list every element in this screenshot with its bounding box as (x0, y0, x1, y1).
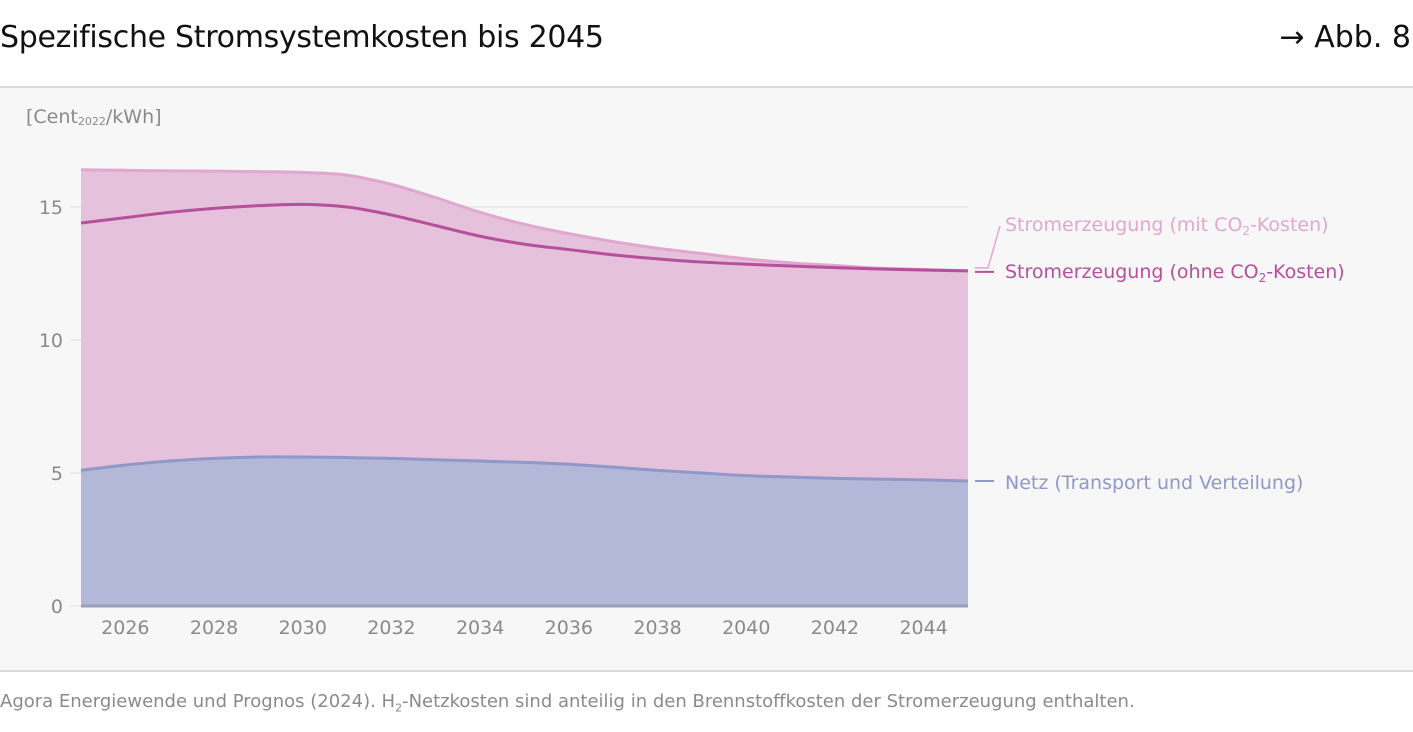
legend-label-2: Netz (Transport und Verteilung) (1005, 472, 1303, 494)
y-axis-unit-label: [Cent2022/kWh] (26, 106, 162, 128)
legend-label-1: Stromerzeugung (ohne CO2-Kosten) (1005, 261, 1345, 285)
x-tick-label: 2026 (101, 617, 149, 639)
y-tick-labels: 0 5 10 15 (39, 197, 63, 618)
x-tick-label: 2030 (279, 617, 327, 639)
x-tick-label: 2032 (367, 617, 415, 639)
legend-label-suffix: -Kosten) (1250, 214, 1329, 236)
y-tick-label: 0 (51, 596, 63, 618)
x-tick-label: 2028 (190, 617, 238, 639)
legend-label-subscript: 2 (1242, 224, 1250, 238)
series-lines (80, 168, 969, 608)
y-tick-label: 5 (51, 463, 63, 485)
y-tick-label: 10 (39, 330, 63, 352)
legend-label-text: Stromerzeugung (ohne CO (1005, 261, 1259, 283)
x-tick-label: 2034 (456, 617, 504, 639)
line-netz (80, 455, 969, 483)
unit-subscript: 2022 (77, 115, 106, 128)
legend-label-text: Stromerzeugung (mit CO (1005, 214, 1242, 236)
y-tick-label: 15 (39, 197, 63, 219)
legend-label-0: Stromerzeugung (mit CO2-Kosten) (1005, 214, 1329, 238)
leader-line-mit-co2 (975, 225, 1001, 269)
x-tick-label: 2042 (811, 617, 859, 639)
x-tick-labels: 2026 2028 2030 2032 2034 2036 2038 2040 2042 2044 (101, 617, 948, 639)
chart-title: Spezifische Stromsystemkosten bis 2045 (0, 20, 604, 55)
x-tick-label: 2036 (545, 617, 593, 639)
x-tick-label: 2038 (633, 617, 681, 639)
source-suffix: -Netzkosten sind anteilig in den Brennst… (402, 691, 1135, 712)
areas (81, 169, 968, 606)
source-subscript: 2 (395, 701, 403, 715)
source-prefix: Agora Energiewende und Prognos (2024). H (0, 691, 396, 712)
legend-label-text: Netz (Transport und Verteilung) (1005, 472, 1303, 494)
unit-suffix: /kWh] (105, 106, 162, 128)
x-tick-label: 2044 (899, 617, 947, 639)
source-note: Agora Energiewende und Prognos (2024). H… (0, 691, 1135, 715)
legend-label-subscript: 2 (1259, 271, 1267, 285)
direct-labels: Stromerzeugung (mit CO2-Kosten)Stromerze… (975, 214, 1345, 494)
line-ohne-co2 (80, 202, 969, 273)
area-netz (81, 456, 968, 606)
x-tick-label: 2040 (722, 617, 770, 639)
line-mit-co2 (80, 168, 969, 273)
legend-label-suffix: -Kosten) (1266, 261, 1345, 283)
unit-prefix: [Cent (26, 106, 78, 128)
figure-reference: → Abb. 8 (1279, 20, 1411, 55)
